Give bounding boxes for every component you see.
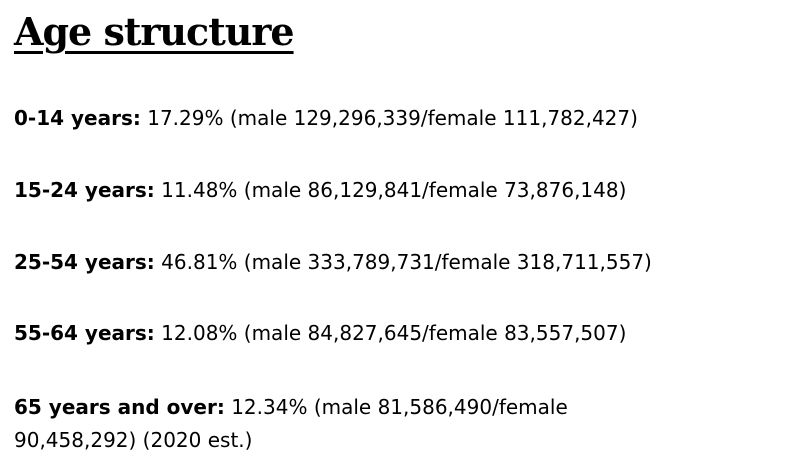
age-group-value: 11.48% (male 86,129,841/female 73,876,14… (161, 178, 627, 202)
age-group-15-24: 15-24 years: 11.48% (male 86,129,841/fem… (14, 174, 714, 207)
age-group-label: 0-14 years: (14, 106, 141, 130)
age-group-value: 12.34% (male 81,586,490/female 90,458,29… (14, 395, 568, 452)
age-group-25-54: 25-54 years: 46.81% (male 333,789,731/fe… (14, 246, 714, 279)
age-group-65-and-over: 65 years and over: 12.34% (male 81,586,4… (14, 391, 694, 457)
section-title: Age structure (14, 9, 295, 54)
age-group-value: 12.08% (male 84,827,645/female 83,557,50… (161, 321, 627, 345)
age-group-value: 46.81% (male 333,789,731/female 318,711,… (161, 250, 652, 274)
age-group-label: 55-64 years: (14, 321, 155, 345)
age-group-value: 17.29% (male 129,296,339/female 111,782,… (147, 106, 638, 130)
age-group-label: 25-54 years: (14, 250, 155, 274)
age-group-55-64: 55-64 years: 12.08% (male 84,827,645/fem… (14, 317, 714, 350)
age-group-label: 15-24 years: (14, 178, 155, 202)
age-group-0-14: 0-14 years: 17.29% (male 129,296,339/fem… (14, 102, 714, 135)
age-group-label: 65 years and over: (14, 395, 225, 419)
